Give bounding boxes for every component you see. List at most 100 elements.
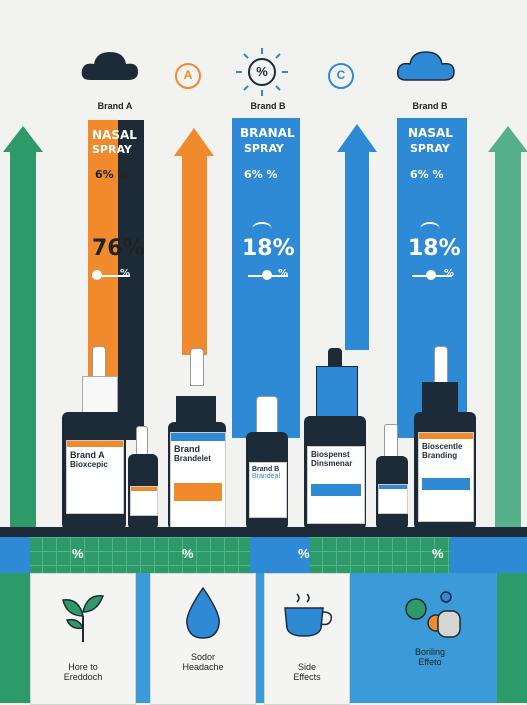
bottle-5-line1: Biospenst (311, 450, 350, 459)
orange-slider-knob (92, 270, 102, 280)
bottle-4-nozzle (256, 396, 278, 434)
bottle-1-label: Brand A Bioxcepic (66, 440, 124, 514)
pills-icon (405, 591, 461, 638)
badge-c-text: C (336, 68, 346, 82)
bottle-6-nozzle (384, 424, 398, 458)
blue-column-mid (345, 150, 369, 350)
bottle-7-line2: Branding (422, 451, 458, 460)
green-arrow-left (3, 126, 43, 152)
bottle-7-blue-block (422, 478, 470, 490)
water-drop-icon (186, 586, 220, 639)
cloud-icon-left (81, 52, 138, 80)
bottle-7-label-band (419, 433, 473, 439)
cup-icon (284, 593, 333, 637)
card-side-effects-line2: Effects (293, 672, 321, 682)
card-remedy: Hore to Ereddoch (30, 573, 136, 705)
bottle-1-nozzle (92, 346, 106, 378)
card-boiling-line1: Boriling (414, 647, 445, 657)
orange-marker: % (120, 268, 131, 279)
card-headache-line2: Headache (182, 662, 224, 672)
card-headache-line1: Sodor (190, 652, 216, 662)
bottle-7-line1: Bioscentle (422, 442, 463, 451)
bottle-3-line2: Brandelet (174, 454, 211, 463)
blue2-slider-knob (426, 270, 436, 280)
card-boiling: Boriling Effeto (372, 573, 488, 703)
bottle-1-line1: Brand A (70, 450, 105, 460)
card-headache: Sodor Headache (150, 573, 256, 705)
bottle-7-nozzle (434, 346, 448, 384)
badge-a (175, 63, 201, 89)
orange-small-pct: 6% % (95, 168, 129, 181)
dark-panel (118, 120, 144, 440)
strip-mark-3: % (298, 546, 310, 561)
bottle-7-label: Bioscentle Branding (418, 432, 474, 522)
bottle-3-label-band (171, 433, 225, 441)
bottle-3-orange-block (174, 483, 222, 501)
green-arrow-right (488, 126, 527, 152)
blue2-big-pct: 18% (408, 236, 461, 261)
green-column-left (10, 150, 36, 530)
bottle-5-cap (316, 366, 358, 418)
card-boiling-line2: Effeto (418, 657, 442, 667)
strip-mark-4: % (432, 546, 444, 561)
sun-icon (236, 48, 288, 96)
blue1-arc (252, 222, 272, 236)
blue2-small-pct: 6% % (410, 168, 444, 181)
card-remedy-line1: Hore to (68, 662, 98, 672)
green-column-right (495, 150, 521, 530)
orange-big-pct: 76% (92, 236, 145, 261)
blue2-title-1: NASAL (408, 126, 453, 140)
bottle-4-line1: Brand B (252, 466, 280, 473)
blue1-title-1: BRANAL (240, 126, 295, 140)
card-remedy-line2: Ereddoch (63, 672, 103, 682)
orange-title-1: NASAL (92, 128, 137, 142)
bottle-1-cap (82, 376, 118, 414)
blue1-slider-knob (262, 270, 272, 280)
bottle-4-line2: Brandeal (252, 473, 281, 480)
strip-mark-2: % (182, 546, 194, 561)
blue1-title-2: SPRAY (244, 142, 284, 155)
bottle-5-blue-block (311, 484, 361, 496)
blue2-title-2: SPRAY (410, 142, 450, 155)
blue2-marker: % (444, 268, 455, 279)
strip-blue-left (0, 537, 30, 573)
bottle-2-label (130, 486, 158, 516)
blue2-arc (420, 222, 440, 236)
bottle-2-nozzle (136, 426, 148, 456)
strip-mark-1: % (72, 546, 84, 561)
badge-c (328, 63, 354, 89)
blue1-big-pct: 18% (242, 236, 295, 261)
orange-slider (92, 275, 130, 277)
brand-a-label: Brand A (97, 101, 133, 111)
card-side-effects-line1: Side (297, 662, 316, 672)
card-side-effects: Side Effects (264, 573, 350, 705)
bottle-3-cap (176, 396, 216, 422)
bottle-3-label: Brand Brandelet (170, 432, 226, 529)
bottle-5-line2: Dinsmenar (311, 459, 353, 468)
orange-title-2: SPRAY (92, 143, 132, 156)
orange-arrow (174, 128, 214, 156)
brand-b-label-1: Brand B (250, 101, 286, 111)
lower-green-left (0, 573, 30, 703)
bottle-6-label-band (379, 485, 407, 489)
blue1-small-pct: 6% % (244, 168, 278, 181)
lower-green-right (497, 573, 527, 703)
cloud-icon-right (396, 51, 455, 81)
bottle-5-label: Biospenst Dinsmenar (307, 446, 365, 524)
blue1-marker: % (278, 268, 289, 279)
strip-blue-mid (250, 537, 310, 573)
shelf (0, 527, 527, 537)
bottle-4-label: Brand B Brandeal (249, 462, 287, 518)
leaf-icon (62, 595, 105, 642)
badge-a-text: A (183, 68, 193, 82)
brand-b-label-2: Brand B (412, 101, 448, 111)
bottle-2-label-band (131, 487, 157, 491)
bottle-7-cap (422, 382, 458, 412)
bottle-1-line2: Bioxcepic (70, 460, 108, 469)
blue-arrow-mid (337, 124, 377, 152)
bottle-6-label (378, 484, 408, 514)
badge-pct-text: % (256, 64, 268, 79)
bottle-1-label-band (67, 441, 123, 447)
strip-blue-right (450, 537, 527, 573)
bottle-3-nozzle (190, 348, 204, 386)
